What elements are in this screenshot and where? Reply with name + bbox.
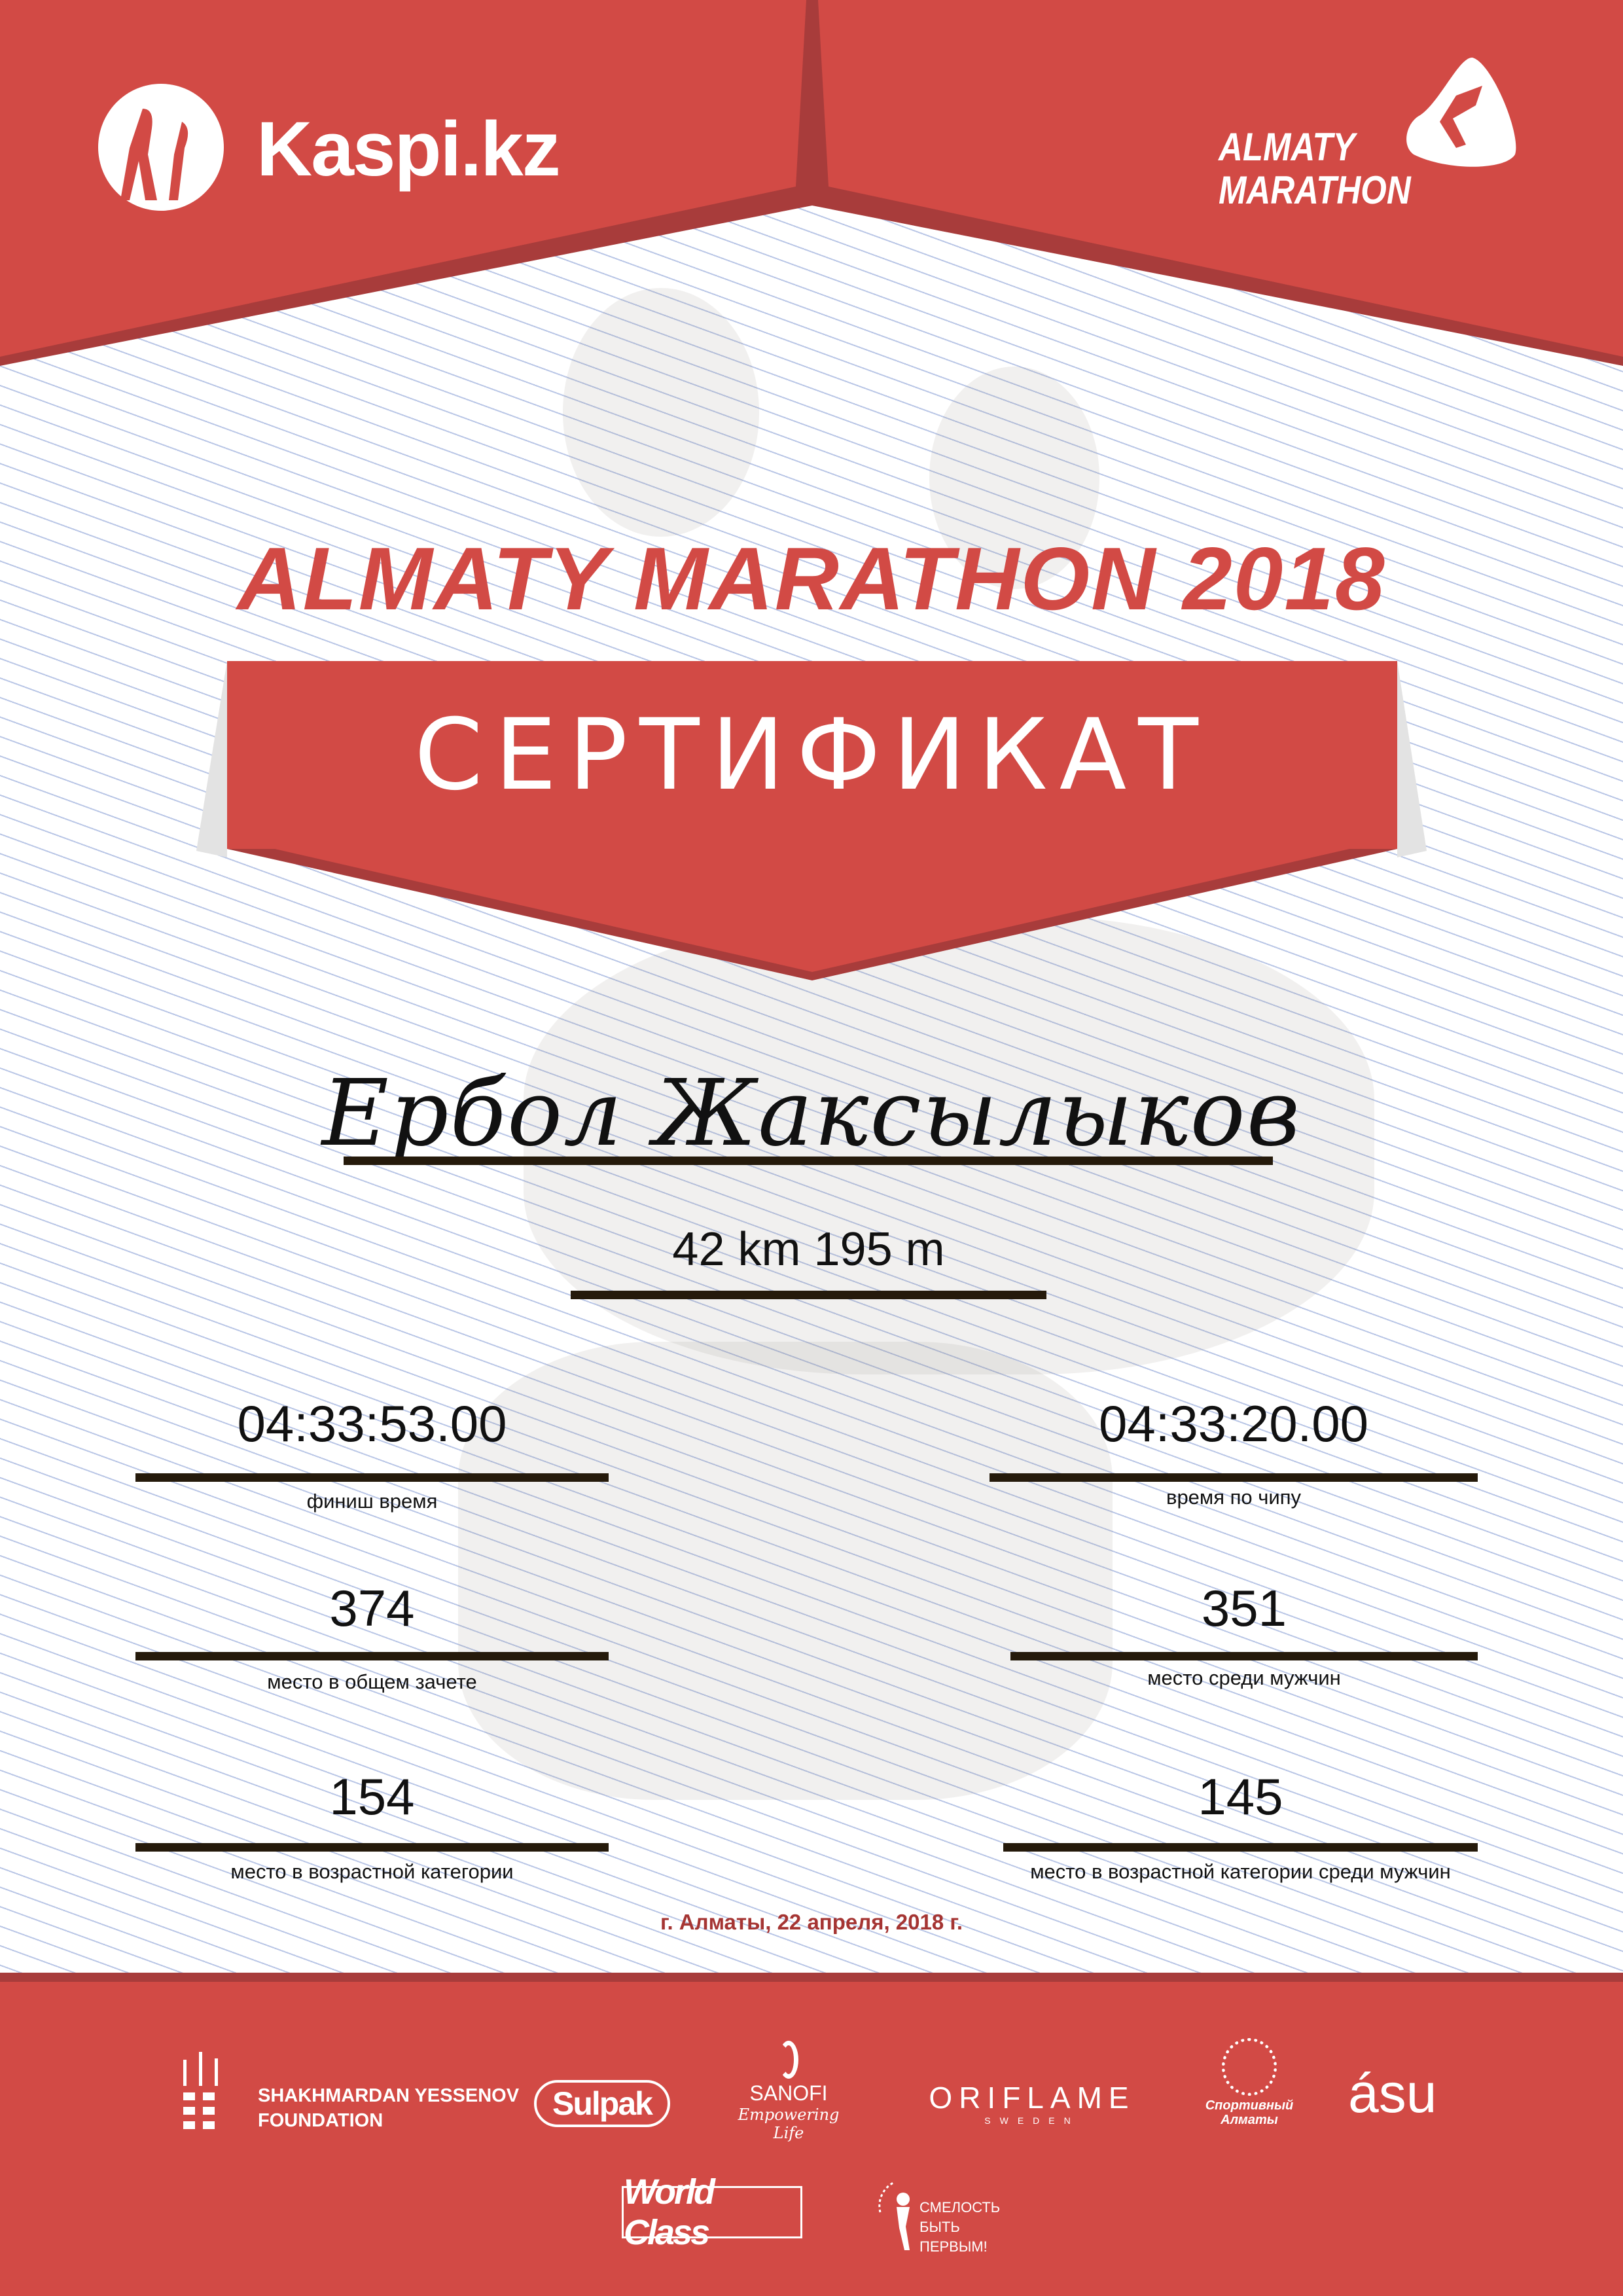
almaty-marathon-runner-icon <box>1406 57 1516 167</box>
yessenov-foundation-icon <box>183 2052 218 2129</box>
worldclass-logo: World Class <box>622 2172 802 2252</box>
chip-time-underline <box>990 1473 1478 1482</box>
yessenov-line1: SHAKHMARDAN YESSENOV <box>258 2085 520 2106</box>
almaty-marathon-logo-text: ALMATY MARATHON <box>1219 126 1411 212</box>
runner-photo-faded <box>458 1342 1113 1800</box>
finish-time-label: финиш время <box>306 1490 438 1513</box>
sanofi-swirl-icon <box>779 2041 798 2079</box>
participant-name: Ербол Жаксылыков <box>321 1060 1302 1167</box>
yessenov-foundation-logo: SHAKHMARDAN YESSENOV FOUNDATION <box>258 2083 519 2133</box>
men-place-underline <box>1010 1652 1478 1660</box>
place-date: г. Алматы, 22 апреля, 2018 г. <box>660 1910 963 1934</box>
certificate-ribbon <box>196 661 1427 980</box>
age-place-label: место в возрастной категории <box>230 1860 514 1883</box>
finish-time-underline <box>135 1473 609 1482</box>
header-banner <box>0 0 1623 366</box>
sanofi-name: SANOFI <box>749 2081 828 2105</box>
sulpak-logo: Sulpak <box>534 2080 670 2127</box>
distance-value: 42 km 195 m <box>672 1223 945 1276</box>
chip-time-value: 04:33:20.00 <box>1098 1395 1369 1452</box>
overall-place-underline <box>135 1652 609 1660</box>
certificate-heading: СЕРТИФИКАТ <box>414 698 1210 812</box>
age-men-place-label: место в возрастной категории среди мужчи… <box>1030 1860 1451 1883</box>
age-men-place-value: 145 <box>1198 1768 1283 1825</box>
sportivny-almaty-emblem-icon <box>1222 2038 1277 2096</box>
oriflame-sub: SWEDEN <box>984 2115 1080 2126</box>
overall-place-label: место в общем зачете <box>267 1670 477 1693</box>
asu-logo: ásu <box>1348 2062 1437 2124</box>
kaspi-logo-icon <box>98 84 224 211</box>
runner-photo-faded <box>929 367 1099 589</box>
chip-time-label: время по чипу <box>1166 1486 1302 1509</box>
sportivny-almaty-logo: Спортивный Алматы <box>1200 2038 1298 2127</box>
smelost-slogan: СМЕЛОСТЬ БЫТЬ ПЕРВЫМ! <box>919 2199 1001 2255</box>
age-place-value: 154 <box>329 1768 415 1825</box>
oriflame-name: ORIFLAME <box>929 2081 1135 2115</box>
kaspi-logo-text: Kaspi.kz <box>257 106 561 192</box>
logo-line2: MARATHON <box>1219 168 1411 212</box>
age-place-underline <box>135 1843 609 1852</box>
runner-photo-faded <box>563 288 759 537</box>
sportivny-almaty-name: Спортивный Алматы <box>1205 2098 1294 2127</box>
yessenov-line2: FOUNDATION <box>258 2110 383 2131</box>
sanofi-tagline: Empowering Life <box>738 2106 840 2142</box>
event-title: ALMATY MARATHON 2018 <box>237 529 1386 628</box>
men-place-value: 351 <box>1201 1579 1287 1637</box>
sponsors-footer <box>0 1973 1623 2296</box>
corporate-fund-runner-icon <box>878 2181 910 2250</box>
age-men-place-underline <box>1003 1843 1478 1852</box>
oriflame-logo: ORIFLAME SWEDEN <box>924 2080 1140 2126</box>
finish-time-value: 04:33:53.00 <box>237 1395 507 1452</box>
distance-underline <box>571 1291 1046 1299</box>
sanofi-logo: SANOFI Empowering Life <box>723 2041 854 2142</box>
name-underline <box>344 1157 1273 1165</box>
logo-line1: ALMATY <box>1219 125 1355 169</box>
overall-place-value: 374 <box>329 1579 415 1637</box>
men-place-label: место среди мужчин <box>1147 1666 1341 1689</box>
